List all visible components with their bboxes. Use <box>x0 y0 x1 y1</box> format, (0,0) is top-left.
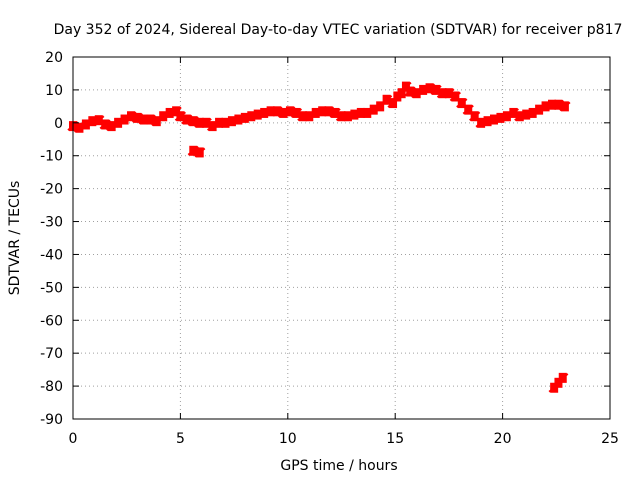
y-tick-label: 10 <box>45 83 63 99</box>
x-tick-label: 25 <box>601 431 619 447</box>
y-tick-label: -60 <box>40 313 63 329</box>
chart-title: Day 352 of 2024, Sidereal Day-to-day VTE… <box>54 22 623 38</box>
axis-ticks: 0 5 10 15 20 25 20 10 0 -10 -20 -30 -40 -50 -60 -70 -80 -… <box>40 50 619 447</box>
y-axis-label: SDTVAR / TECUs <box>7 181 23 296</box>
y-tick-label: -90 <box>40 412 63 428</box>
x-tick-label: 5 <box>176 431 185 447</box>
data-point-stroke <box>557 373 569 383</box>
data-point-stroke <box>93 115 105 125</box>
data-point-stroke <box>559 101 571 112</box>
y-tick-label: -20 <box>40 182 63 198</box>
data-point-stroke <box>170 106 182 117</box>
data-point-stroke <box>400 81 412 92</box>
y-tick-label: -30 <box>40 215 63 231</box>
data-point-stroke <box>290 108 303 118</box>
x-axis-label: GPS time / hours <box>280 458 397 474</box>
data-point-stroke <box>456 98 468 108</box>
y-tick-label: 20 <box>45 50 63 66</box>
plot-frame <box>72 56 611 420</box>
data-point-stroke <box>194 147 206 158</box>
data-point-stroke <box>469 111 481 122</box>
data-point-stroke <box>462 104 474 115</box>
data-point-stroke <box>443 88 455 98</box>
data-point-stroke <box>507 108 519 118</box>
x-tick-label: 20 <box>494 431 512 447</box>
y-tick-label: -50 <box>40 280 63 296</box>
x-tick-label: 15 <box>386 431 404 447</box>
x-tick-label: 10 <box>279 431 297 447</box>
y-tick-label: -10 <box>40 149 63 165</box>
data-point-stroke <box>200 118 212 128</box>
y-tick-label: 0 <box>54 116 63 132</box>
data-point-stroke <box>380 95 393 105</box>
y-tick-label: -70 <box>40 346 63 362</box>
y-tick-label: -40 <box>40 247 63 263</box>
x-tick-label: 0 <box>69 431 78 447</box>
data-point-stroke <box>174 111 187 122</box>
data-series <box>67 81 571 393</box>
data-point-stroke <box>449 91 461 102</box>
data-point-stroke <box>329 108 341 118</box>
y-tick-label: -80 <box>40 379 63 395</box>
data-point-stroke <box>430 85 442 95</box>
